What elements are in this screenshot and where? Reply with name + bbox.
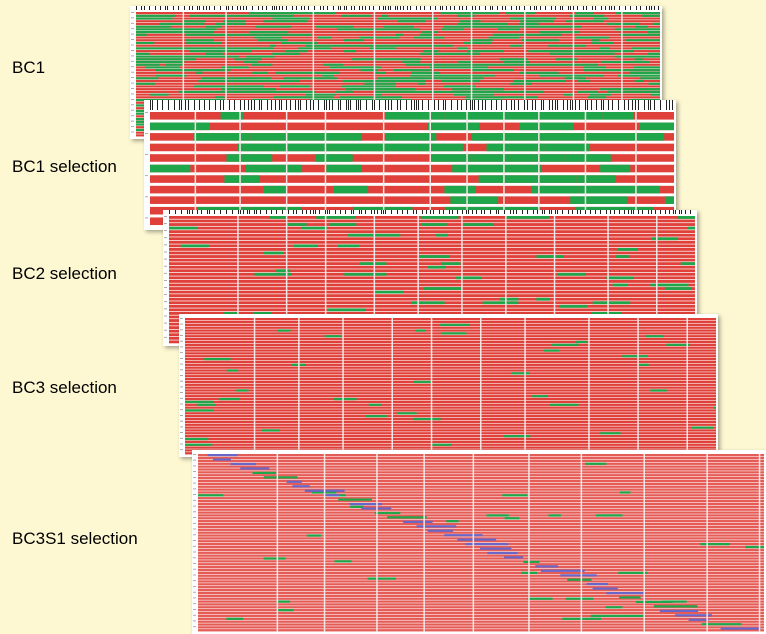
label-bc3s1-selection: BC3S1 selection: [12, 529, 138, 548]
label-bc1-selection: BC1 selection: [12, 157, 117, 176]
label-bc3-selection: BC3 selection: [12, 378, 117, 397]
label-bc1: BC1: [12, 58, 46, 77]
genotype-panel-bc3-selection: [179, 314, 718, 457]
genotype-panel-bc3s1-selection: [192, 450, 766, 634]
label-bc2-selection: BC2 selection: [12, 264, 117, 283]
genotype-graph-bc3-selection: [180, 318, 716, 455]
genotype-graph-bc3s1-selection: [193, 454, 764, 632]
